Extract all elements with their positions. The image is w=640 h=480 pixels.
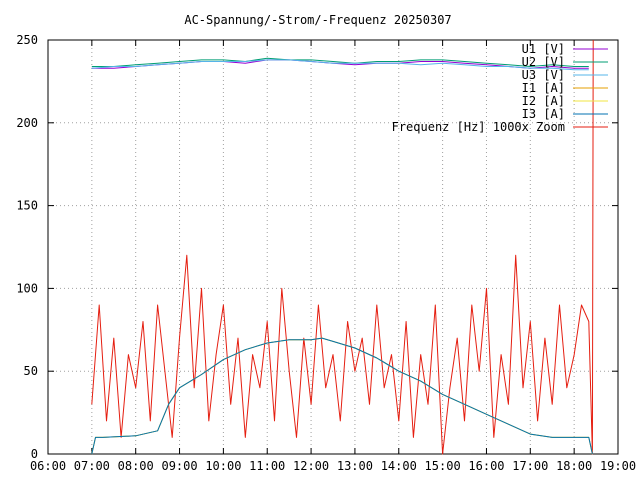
x-tick-label: 17:00 <box>512 459 548 473</box>
x-tick-label: 16:00 <box>468 459 504 473</box>
legend-label: U2 [V] <box>522 55 565 69</box>
legend-label: I2 [A] <box>522 94 565 108</box>
grid <box>48 40 618 454</box>
y-tick-label: 250 <box>16 33 38 47</box>
x-tick-label: 13:00 <box>337 459 373 473</box>
x-tick-label: 14:00 <box>381 459 417 473</box>
x-tick-label: 09:00 <box>161 459 197 473</box>
x-tick-label: 06:00 <box>30 459 66 473</box>
legend-label: I1 [A] <box>522 81 565 95</box>
y-tick-label: 50 <box>24 364 38 378</box>
legend-label: U1 [V] <box>522 42 565 56</box>
legend-label: U3 [V] <box>522 68 565 82</box>
chart-title: AC-Spannung/-Strom/-Frequenz 20250307 <box>184 13 451 27</box>
legend-label: I3 [A] <box>522 107 565 121</box>
axis-ticks: 06:00 07:00 08:00 09:00 10:00 11:00 12:00 13:00… <box>16 33 636 473</box>
x-tick-label: 07:00 <box>74 459 110 473</box>
plot-frame <box>47 39 619 455</box>
x-tick-label: 08:00 <box>118 459 154 473</box>
series-line-6 <box>91 39 594 455</box>
legend-label: Frequenz [Hz] 1000x Zoom <box>392 120 565 134</box>
y-tick-label: 100 <box>16 281 38 295</box>
series-line-2 <box>91 59 589 71</box>
x-tick-label: 18:00 <box>556 459 592 473</box>
y-tick-label: 200 <box>16 116 38 130</box>
x-tick-label: 12:00 <box>293 459 329 473</box>
y-tick-label: 150 <box>16 199 38 213</box>
series-line-1 <box>91 57 589 67</box>
x-tick-label: 15:00 <box>425 459 461 473</box>
series-line-5 <box>91 337 593 455</box>
x-tick-label: 19:00 <box>600 459 636 473</box>
series-layer <box>91 39 594 455</box>
legend: U1 [V]U2 [V]U3 [V]I1 [A]I2 [A]I3 [A]Freq… <box>392 42 608 134</box>
x-tick-label: 11:00 <box>249 459 285 473</box>
x-tick-label: 10:00 <box>205 459 241 473</box>
y-tick-label: 0 <box>31 447 38 461</box>
